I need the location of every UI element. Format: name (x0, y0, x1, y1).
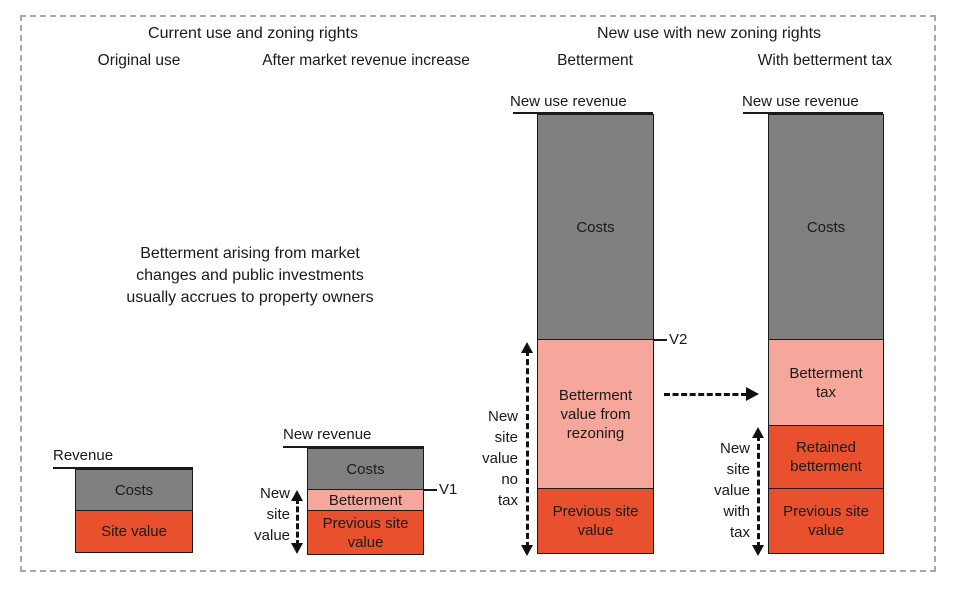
v1-marker: V1 (439, 481, 458, 498)
arrow-down-icon (520, 545, 533, 556)
dashed-stem (525, 350, 529, 548)
arrow-down-icon (751, 545, 764, 556)
segment-betterment-tax: Betterment tax (768, 339, 884, 426)
group-header-new-use: New use with new zoning rights (596, 25, 822, 42)
v2-marker: V2 (669, 331, 688, 348)
segment-costs: Costs (768, 114, 884, 340)
note-line-1: Betterment arising from market (140, 245, 360, 262)
bar-original-use: Costs Site value (75, 469, 193, 553)
new-site-value-with-tax-label: New site value with tax (698, 438, 750, 543)
v1-tick (424, 489, 437, 491)
segment-betterment: Betterment (307, 489, 424, 511)
column-header-original-use: Original use (97, 52, 181, 69)
segment-costs: Costs (537, 114, 654, 340)
segment-costs: Costs (75, 469, 193, 511)
revenue-line-tax (743, 112, 883, 114)
dashed-stem (295, 498, 299, 546)
bar-with-betterment-tax: Costs Betterment tax Retained betterment… (768, 114, 884, 554)
revenue-line-original (53, 467, 193, 469)
arrow-right-icon (746, 387, 759, 401)
arrow-label-line: value (482, 450, 518, 467)
dashed-stem (664, 392, 747, 396)
arrow-up-icon (520, 342, 533, 353)
note-line-2: changes and public investments (136, 267, 364, 284)
arrow-label-line: value (714, 482, 750, 499)
arrow-up-icon (751, 427, 764, 438)
arrow-up-icon (290, 490, 303, 501)
note-line-3: usually accrues to property owners (126, 289, 374, 306)
note-text: Betterment arising from market changes a… (90, 243, 410, 309)
arrow-label-line: value (254, 527, 290, 544)
revenue-label-betterment: New use revenue (510, 93, 627, 110)
revenue-line-betterment (513, 112, 653, 114)
revenue-line-market (283, 446, 424, 448)
revenue-label-tax: New use revenue (742, 93, 859, 110)
arrow-label-line: no (501, 471, 518, 488)
arrow-label-line: site (494, 429, 518, 446)
revenue-label-market: New revenue (283, 426, 372, 443)
dashed-frame (20, 15, 936, 572)
new-site-value-label: New site value (238, 483, 290, 546)
column-header-with-betterment-tax: With betterment tax (757, 52, 893, 69)
segment-previous-site-value: Previous site value (307, 510, 424, 555)
bar-after-market: Costs Betterment Previous site value (307, 448, 424, 555)
arrow-label-line: tax (729, 524, 750, 541)
arrow-label-line: site (726, 461, 750, 478)
arrow-label-line: tax (497, 492, 518, 509)
column-header-after-market: After market revenue increase (262, 52, 470, 69)
segment-costs: Costs (307, 448, 424, 490)
arrow-label-line: New (487, 408, 518, 425)
bar-betterment: Costs Betterment value from rezoning Pre… (537, 114, 654, 554)
group-header-current-use: Current use and zoning rights (148, 25, 358, 42)
arrow-label-line: site (266, 506, 290, 523)
v2-tick (654, 339, 667, 341)
segment-retained-betterment: Retained betterment (768, 425, 884, 489)
arrow-down-icon (290, 543, 303, 554)
arrow-label-line: New (719, 440, 750, 457)
revenue-label-original: Revenue (53, 447, 114, 464)
segment-betterment-value: Betterment value from rezoning (537, 339, 654, 489)
segment-previous-site-value: Previous site value (537, 488, 654, 554)
new-site-value-no-tax-label: New site value no tax (466, 406, 518, 511)
segment-site-value: Site value (75, 510, 193, 553)
column-header-betterment: Betterment (557, 52, 633, 69)
dashed-stem (756, 435, 760, 548)
arrow-label-line: with (723, 503, 750, 520)
segment-previous-site-value: Previous site value (768, 488, 884, 554)
arrow-label-line: New (259, 485, 290, 502)
